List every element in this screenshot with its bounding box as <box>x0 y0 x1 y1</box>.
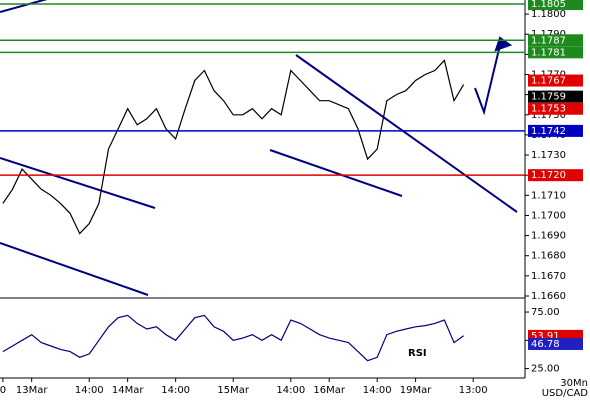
level-label-box <box>528 102 583 115</box>
level-label-box <box>528 90 583 103</box>
y-tick-label: 1.1800 <box>531 9 566 20</box>
level-label: 1.1787 <box>531 35 566 46</box>
x-tick-label: 16Mar <box>313 385 345 396</box>
level-label: 1.1805 <box>531 0 566 10</box>
level-label: 1.1720 <box>531 170 566 181</box>
y-tick-label: 1.1690 <box>531 231 566 242</box>
x-tick-label: 13Mar <box>16 385 48 396</box>
y-tick-label: 25.00 <box>531 364 560 375</box>
x-tick-label: 15Mar <box>217 385 249 396</box>
timeframe: 30Mn <box>560 378 588 389</box>
x-tick-label: 14Mar <box>112 385 144 396</box>
x-tick-label: 19Mar <box>400 385 432 396</box>
y-tick-label: 1.1730 <box>531 150 566 161</box>
level-label-box <box>528 0 583 11</box>
trend-lines <box>0 0 518 296</box>
level-label-box <box>528 169 583 182</box>
y-tick-label: 1.1680 <box>531 251 566 262</box>
price-line <box>2 59 465 235</box>
level-label: 1.1759 <box>531 92 566 103</box>
x-tick-label: 14:00 <box>75 385 104 396</box>
level-label-box <box>528 337 583 350</box>
x-tick-label: 0 <box>0 385 6 396</box>
y-tick-label: 75.00 <box>531 307 560 318</box>
y-tick-label: 1.1670 <box>531 271 566 282</box>
level-label: 46.78 <box>531 339 560 350</box>
level-label-box <box>528 34 583 47</box>
y-tick-label: 1.1750 <box>531 110 566 121</box>
level-label: 1.1742 <box>531 126 566 137</box>
level-label: 53.91 <box>531 331 560 342</box>
level-label: 1.1753 <box>531 104 566 115</box>
x-tick-label: 14:00 <box>276 385 305 396</box>
level-label-box <box>528 124 583 137</box>
level-label-box <box>528 74 583 87</box>
rsi-title: RSI <box>408 348 427 359</box>
x-tick-label: 14:00 <box>363 385 392 396</box>
x-tick-label: 14:00 <box>161 385 190 396</box>
y-tick-label: 1.1660 <box>531 291 566 302</box>
level-label-box <box>528 46 583 59</box>
y-tick-label: 1.1700 <box>531 210 566 221</box>
level-label: 1.1767 <box>531 76 566 87</box>
level-label: 1.1781 <box>531 47 566 58</box>
y-tick-label: 1.1710 <box>531 190 566 201</box>
symbol: USD/CAD <box>542 388 589 399</box>
x-tick-label: 13:00 <box>459 385 488 396</box>
price-line <box>2 314 464 362</box>
